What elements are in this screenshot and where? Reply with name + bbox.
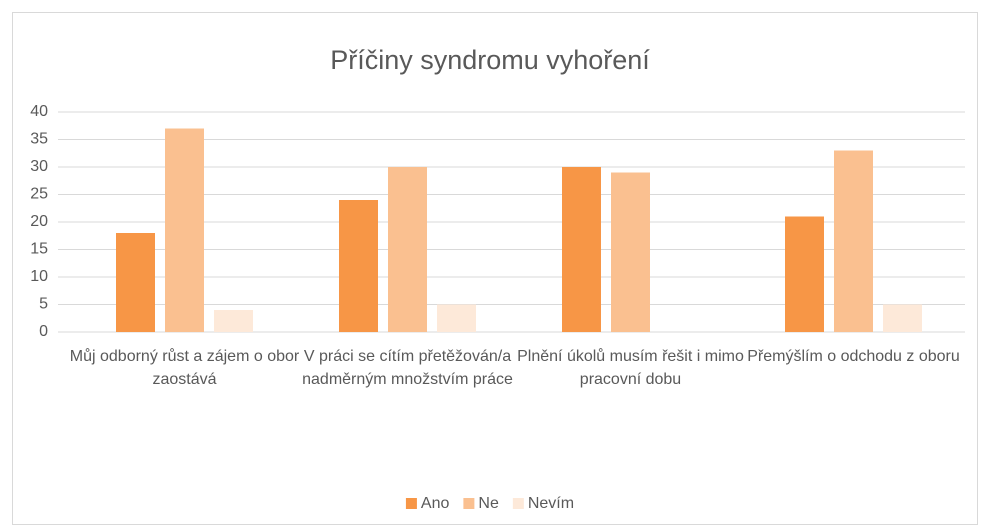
bar <box>437 304 476 332</box>
y-tick-label: 35 <box>30 131 48 148</box>
legend-swatch <box>463 498 475 509</box>
x-tick-label: Přemýšlím o odchodu z oboru <box>747 348 960 365</box>
y-tick-label: 5 <box>39 296 48 313</box>
x-tick-label-box: Plnění úkolů musím řešit i mimo pracovní… <box>517 348 744 388</box>
x-tick-label: Můj odborný růst a zájem o obor zaostává <box>69 348 300 388</box>
x-tick-label-box: Můj odborný růst a zájem o obor zaostává <box>69 348 300 388</box>
y-tick-label: 10 <box>30 268 48 285</box>
bar <box>834 150 873 332</box>
legend-label: Ano <box>421 495 450 512</box>
legend-label: Ne <box>478 495 499 512</box>
x-tick-label-box: V práci se cítím přetěžován/a nadměrným … <box>302 348 513 388</box>
legend-swatch <box>405 498 417 509</box>
y-tick-label: 30 <box>30 158 48 175</box>
legend: Ano Ne Nevím <box>405 495 574 512</box>
chart-title: Příčiny syndromu vyhoření <box>330 45 650 75</box>
bar <box>339 200 378 332</box>
x-tick-label: V práci se cítím přetěžován/a nadměrným … <box>302 348 513 388</box>
bar <box>611 172 650 332</box>
bar <box>562 167 601 332</box>
y-tick-label: 0 <box>39 323 48 340</box>
x-tick-label: Plnění úkolů musím řešit i mimo pracovní… <box>517 348 744 388</box>
y-tick-label: 40 <box>30 103 48 120</box>
y-tick-label: 15 <box>30 241 48 258</box>
y-tick-label: 25 <box>30 186 48 203</box>
bar <box>388 167 427 332</box>
legend-swatch <box>512 498 524 509</box>
bar <box>165 128 204 332</box>
y-tick-label: 20 <box>30 213 48 230</box>
bar <box>785 216 824 332</box>
bar <box>883 304 922 332</box>
bar <box>116 233 155 332</box>
legend-label: Nevím <box>528 495 574 512</box>
x-tick-label-box: Přemýšlím o odchodu z oboru <box>747 348 960 365</box>
bar <box>214 310 253 332</box>
